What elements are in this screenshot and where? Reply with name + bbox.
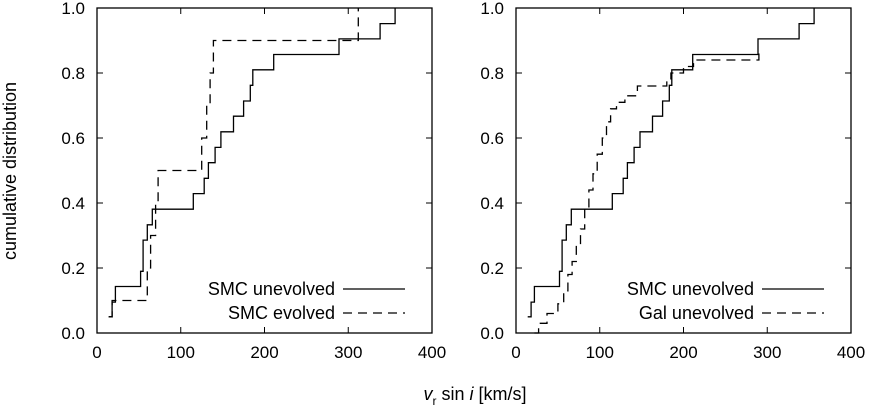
- x-label-subscript: r: [432, 394, 436, 408]
- x-tick-label: 100: [167, 343, 195, 362]
- legend-label-2: Gal unevolved: [639, 303, 754, 323]
- x-tick-label: 0: [511, 343, 520, 362]
- right-panel: 0 100 200 300 400 0.0 0.2 0.4 0.6 0.8 1.0 SMC unevo…: [480, 0, 865, 362]
- x-tick-label: 200: [250, 343, 278, 362]
- y-tick-label: 0.0: [61, 324, 85, 343]
- series-line-2: [108, 8, 359, 318]
- x-tick-label: 0: [92, 343, 101, 362]
- y-tick-label: 0.0: [480, 324, 504, 343]
- x-label-variable: v: [423, 384, 433, 404]
- series-line-2: [534, 53, 760, 334]
- x-tick-label: 400: [418, 343, 446, 362]
- legend-label-1: SMC unevolved: [627, 279, 754, 299]
- y-tick-label: 0.8: [480, 64, 504, 83]
- x-label-sin: sin: [436, 384, 469, 404]
- y-tick-label: 0.2: [61, 259, 85, 278]
- y-tick-label: 0.6: [61, 129, 85, 148]
- y-tick-label: 1.0: [61, 0, 85, 18]
- y-tick-label: 1.0: [480, 0, 504, 18]
- y-tick-label: 0.4: [61, 194, 85, 213]
- x-tick-label: 100: [586, 343, 614, 362]
- y-tick-label: 0.2: [480, 259, 504, 278]
- x-tick-label: 400: [837, 343, 865, 362]
- y-axis-label: cumulative distribution: [0, 82, 20, 260]
- left-panel: 0 100 200 300 400 0.0 0.2 0.4 0.6 0.8 1.0 SMC unevo…: [61, 0, 446, 362]
- legend-label-1: SMC unevolved: [208, 279, 335, 299]
- series-line-1: [527, 8, 815, 318]
- legend-label-2: SMC evolved: [228, 303, 335, 323]
- x-label-italic-i: i: [470, 384, 475, 404]
- x-tick-label: 300: [753, 343, 781, 362]
- y-tick-label: 0.6: [480, 129, 504, 148]
- x-label-unit: [km/s]: [474, 384, 527, 404]
- y-tick-label: 0.8: [61, 64, 85, 83]
- x-axis-label: vr sin i [km/s]: [423, 384, 526, 408]
- x-tick-label: 300: [334, 343, 362, 362]
- series-line-1: [108, 8, 396, 318]
- x-tick-label: 200: [669, 343, 697, 362]
- y-tick-label: 0.4: [480, 194, 504, 213]
